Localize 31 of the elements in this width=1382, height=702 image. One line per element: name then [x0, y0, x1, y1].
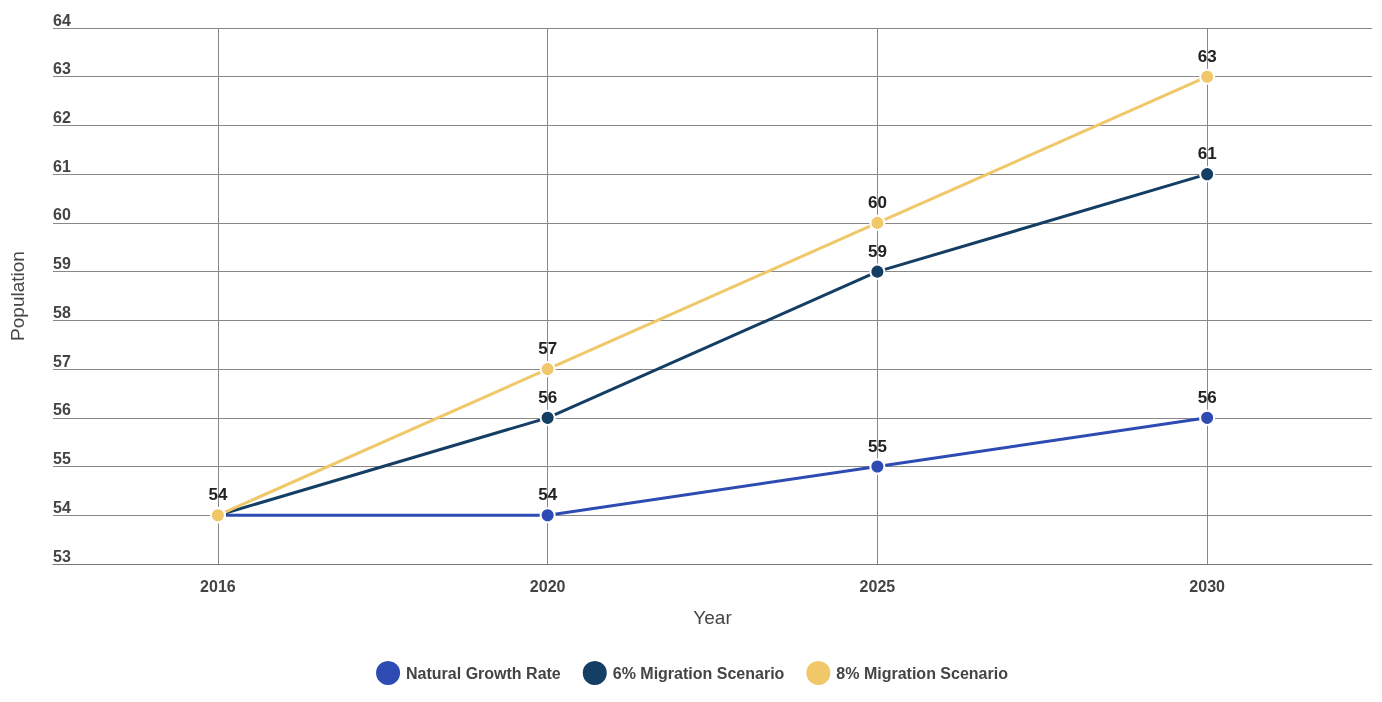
data-label: 56: [1197, 387, 1217, 407]
y-tick-label: 62: [53, 108, 71, 126]
x-axis-title: Year: [693, 607, 733, 628]
data-label: 55: [867, 436, 887, 456]
data-label: 54: [208, 485, 228, 505]
y-tick-label: 54: [53, 498, 71, 516]
legend-label: 8% Migration Scenario: [836, 664, 1009, 682]
y-tick-label: 58: [53, 303, 71, 321]
y-tick-label: 60: [53, 206, 71, 224]
y-tick-label: 64: [53, 11, 71, 29]
data-label: 57: [538, 339, 558, 359]
y-tick-label: 56: [53, 401, 71, 419]
data-label: 60: [867, 192, 887, 212]
y-tick-label: 63: [53, 60, 71, 78]
x-tick-label: 2030: [1189, 577, 1226, 595]
y-tick-label: 61: [53, 157, 71, 175]
x-tick-label: 2025: [859, 577, 896, 595]
legend-label: Natural Growth Rate: [406, 664, 561, 682]
x-tick-label: 2016: [200, 577, 236, 595]
y-tick-label: 59: [53, 255, 71, 273]
data-label: 59: [867, 241, 887, 261]
x-tick-label: 2020: [529, 577, 566, 595]
y-tick-label: 57: [53, 352, 71, 370]
data-label: 63: [1197, 46, 1217, 66]
data-label: 56: [538, 387, 558, 407]
y-tick-label: 55: [53, 450, 71, 468]
y-tick-label: 53: [53, 547, 71, 565]
data-label: 54: [538, 485, 558, 505]
data-label: 61: [1197, 144, 1217, 164]
legend-label: 6% Migration Scenario: [612, 664, 785, 682]
y-axis-title: Population: [7, 251, 28, 341]
